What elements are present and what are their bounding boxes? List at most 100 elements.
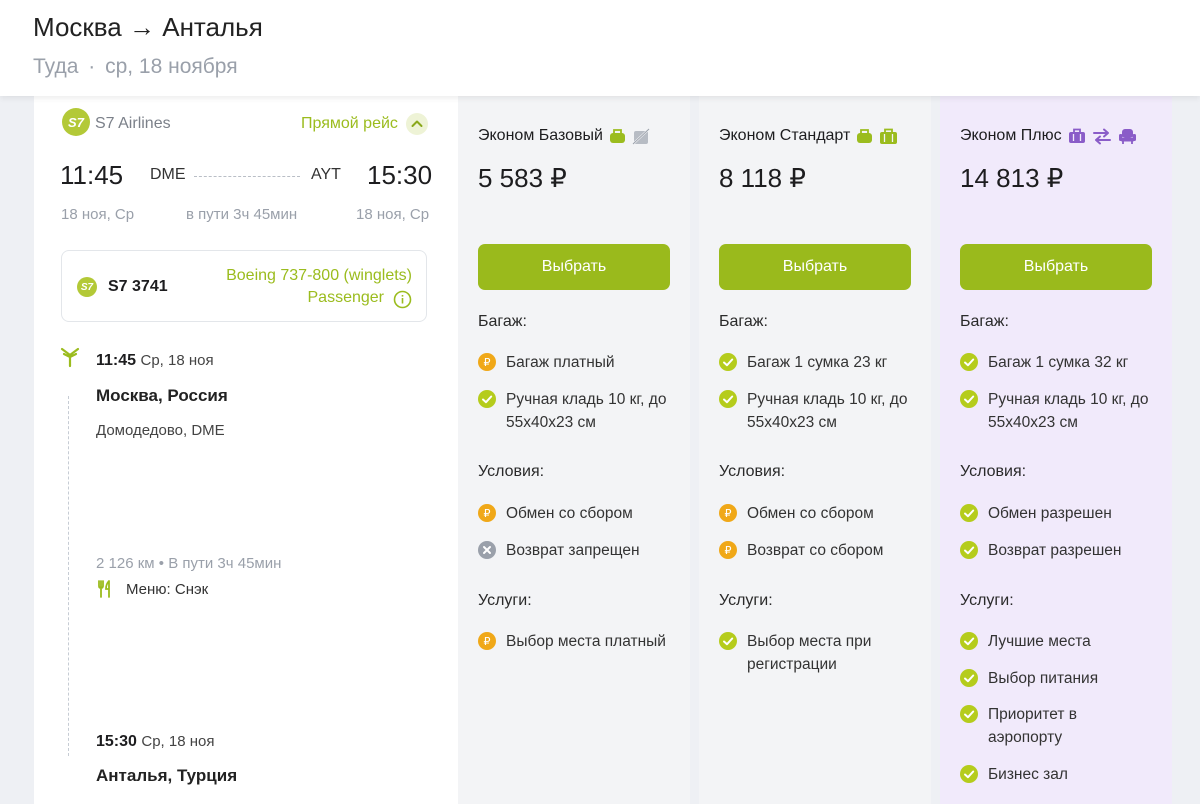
plane-takeoff-icon [60, 347, 80, 368]
arrow-right-icon: → [129, 12, 155, 42]
check-icon [719, 353, 737, 371]
check-icon [960, 390, 978, 408]
suitcase-icon [1068, 128, 1085, 143]
no-baggage-icon [632, 127, 650, 145]
feature-item: Выбор места при регистрации [719, 630, 889, 676]
check-icon [960, 632, 978, 650]
feature-item: ₽ Возврат со сбором [719, 539, 924, 562]
aircraft-type: Boeing 737-800 (winglets) [226, 267, 412, 284]
select-tariff-button[interactable]: Выбрать [960, 244, 1152, 290]
bullet: • [158, 555, 165, 572]
fork-knife-icon [98, 580, 110, 598]
conditions-title: Условия: [719, 463, 786, 480]
services-title: Услуги: [719, 592, 773, 609]
check-icon [960, 765, 978, 783]
seat-icon [1118, 128, 1136, 144]
departure-airport: Домодедово, DME [96, 422, 225, 439]
check-icon [719, 390, 737, 408]
flight-distance-info: 2 126 км • В пути 3ч 45мин [96, 555, 281, 572]
feature-item: Возврат разрешен [960, 539, 1165, 562]
page-header: Москва → Анталья Туда · ср, 18 ноября [0, 0, 1200, 96]
feature-item: Багаж 1 сумка 32 кг [960, 351, 1165, 374]
ruble-fee-icon: ₽ [478, 353, 496, 371]
check-icon [478, 390, 496, 408]
departure-time: 11:45 [60, 160, 124, 190]
svg-text:₽: ₽ [725, 507, 732, 520]
feature-item: ₽ Багаж платный [478, 351, 683, 374]
tariff-name: Эконом Плюс [960, 127, 1062, 144]
departure-city: Москва, Россия [96, 386, 228, 405]
check-icon [960, 669, 978, 687]
timeline-dep-day: Ср, 18 ноя [140, 352, 214, 369]
feature-item: Лучшие места [960, 630, 1165, 653]
direct-flight-label: Прямой рейс [301, 115, 398, 132]
check-icon [960, 705, 978, 723]
route-to: Анталья [162, 12, 263, 42]
conditions-title: Условия: [478, 463, 545, 480]
check-icon [960, 504, 978, 522]
check-icon [719, 632, 737, 650]
distance: 2 126 км [96, 555, 155, 572]
svg-text:₽: ₽ [725, 544, 732, 557]
direction-label: Туда [33, 55, 79, 78]
feature-item: ₽ Обмен со сбором [719, 502, 924, 525]
chevron-up-icon [405, 113, 428, 135]
feature-item: Ручная кладь 10 кг, до 55x40x23 см [719, 388, 924, 434]
hand-luggage-icon [609, 129, 625, 143]
tariff-price: 5 583 ₽ [478, 163, 567, 193]
arrival-time: 15:30 [367, 160, 433, 190]
menu-info: Меню: Снэк [126, 581, 209, 598]
airline-logo: S7 [62, 108, 90, 136]
airline-name: S7 Airlines [95, 115, 171, 132]
hand-luggage-icon [857, 129, 873, 143]
route-from: Москва [33, 12, 122, 42]
tariff-title: Эконом Стандарт [719, 127, 898, 145]
flight-duration: в пути 3ч 45мин [186, 206, 298, 223]
feature-item: Приоритет в аэропорту [960, 703, 1110, 749]
tariff-economy-basic: Эконом Базовый 5 583 ₽ Выбрать Багаж: ₽ … [458, 96, 690, 804]
baggage-title: Багаж: [719, 313, 768, 330]
flight-number: S7 3741 [108, 278, 168, 295]
timeline-arr-time: 15:30 [96, 733, 137, 750]
flight-date: ср, 18 ноября [105, 55, 238, 78]
timeline-arr-day: Ср, 18 ноя [141, 733, 215, 750]
direct-flight-toggle[interactable]: Прямой рейс [301, 113, 428, 135]
baggage-title: Багаж: [478, 313, 527, 330]
check-icon [960, 353, 978, 371]
feature-item: Обмен разрешен [960, 502, 1165, 525]
tariff-title: Эконом Плюс [960, 127, 1137, 145]
feature-item: Возврат запрещен [478, 539, 683, 562]
feature-item: ₽ Выбор места платный [478, 630, 683, 653]
select-tariff-button[interactable]: Выбрать [478, 244, 670, 290]
airline-logo-small: S7 [77, 277, 97, 297]
ruble-fee-icon: ₽ [478, 504, 496, 522]
ruble-fee-icon: ₽ [719, 541, 737, 559]
services-title: Услуги: [960, 592, 1014, 609]
feature-item: Бизнес зал [960, 763, 1165, 786]
departure-date: 18 ноя, Ср [61, 206, 135, 223]
svg-text:₽: ₽ [484, 507, 491, 520]
separator-dot: · [88, 55, 96, 78]
select-tariff-button[interactable]: Выбрать [719, 244, 911, 290]
ruble-fee-icon: ₽ [478, 632, 496, 650]
info-icon[interactable] [393, 290, 412, 309]
feature-item: Выбор питания [960, 667, 1165, 690]
baggage-title: Багаж: [960, 313, 1009, 330]
timeline-departure: 11:45 Ср, 18 ноя [96, 352, 214, 370]
feature-item: Багаж 1 сумка 23 кг [719, 351, 924, 374]
in-flight-duration: В пути 3ч 45мин [168, 555, 282, 572]
tariff-price: 8 118 ₽ [719, 163, 806, 193]
route-dotted-line [194, 176, 300, 177]
svg-text:₽: ₽ [484, 356, 491, 369]
route-subtitle: Туда · ср, 18 ноября [33, 55, 238, 79]
ruble-fee-icon: ₽ [719, 504, 737, 522]
conditions-title: Условия: [960, 463, 1027, 480]
exchange-icon [1092, 128, 1111, 144]
tariff-economy-plus: Эконом Плюс 14 813 ₽ Выбрать Багаж: Бага… [940, 96, 1172, 804]
flight-info-card: S7 S7 3741 Boeing 737-800 (winglets) Pas… [61, 250, 427, 322]
arrival-code: AYT [311, 166, 341, 183]
timeline-arrival: 15:30 Ср, 18 ноя [96, 733, 215, 751]
arrival-city: Анталья, Турция [96, 766, 238, 785]
tariff-economy-standard: Эконом Стандарт 8 118 ₽ Выбрать Багаж: Б… [699, 96, 931, 804]
forbidden-icon [478, 541, 496, 559]
